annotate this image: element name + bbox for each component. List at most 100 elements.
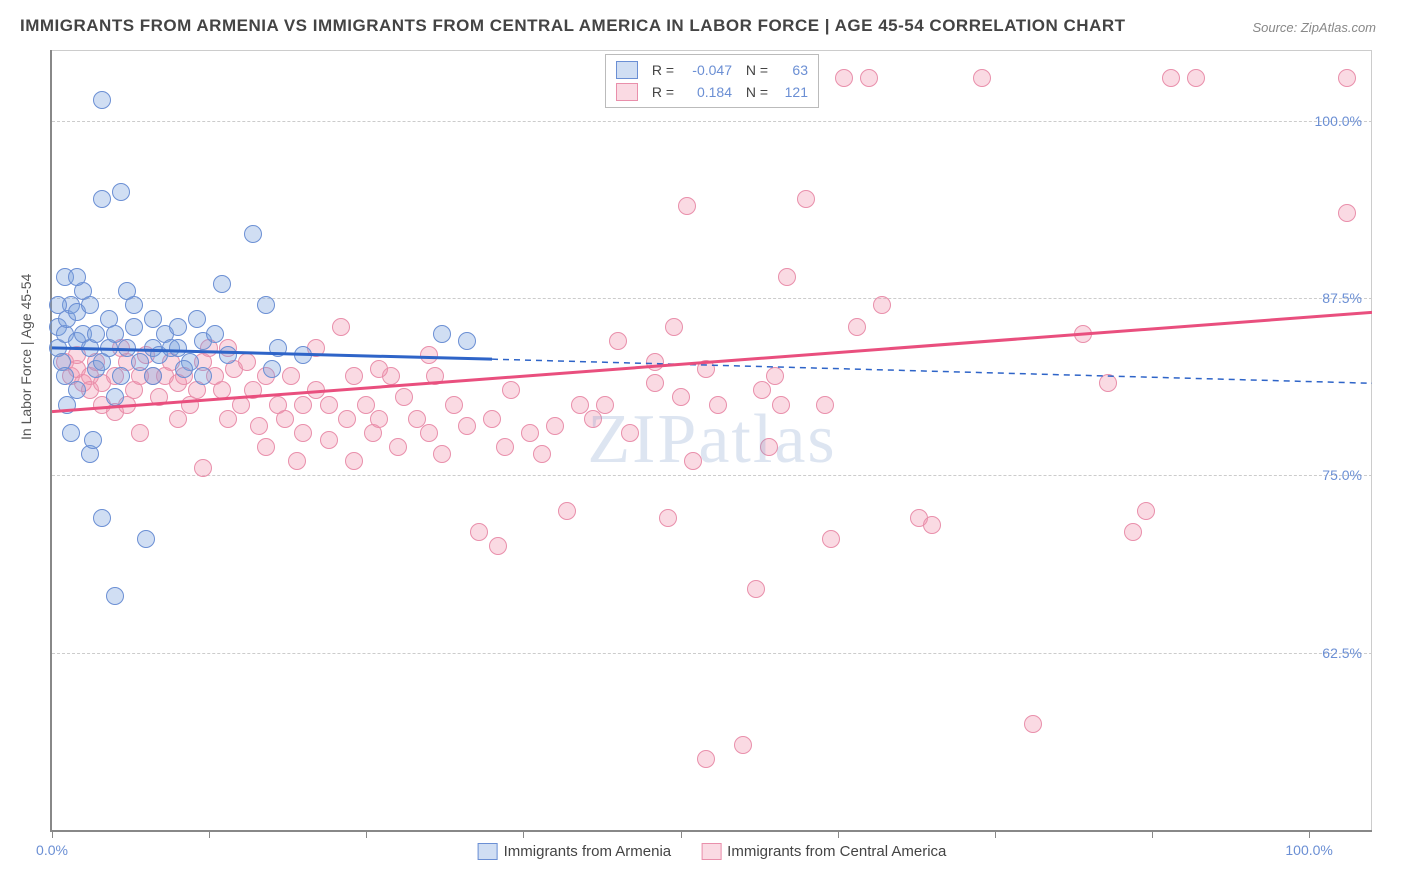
scatter-point xyxy=(502,381,520,399)
legend-item: Immigrants from Armenia xyxy=(478,843,672,860)
scatter-point xyxy=(150,388,168,406)
scatter-point xyxy=(1187,69,1205,87)
scatter-point xyxy=(294,424,312,442)
scatter-point xyxy=(320,431,338,449)
scatter-point xyxy=(332,318,350,336)
scatter-point xyxy=(137,530,155,548)
scatter-point xyxy=(521,424,539,442)
correlation-legend: R = -0.047 N = 63 R = 0.184 N = 121 xyxy=(605,54,819,108)
scatter-point xyxy=(445,396,463,414)
legend-n-label: N = xyxy=(738,84,768,100)
scatter-point xyxy=(338,410,356,428)
scatter-point xyxy=(1338,69,1356,87)
legend-series-name: Immigrants from Armenia xyxy=(504,843,672,860)
scatter-point xyxy=(389,438,407,456)
scatter-point xyxy=(112,183,130,201)
scatter-point xyxy=(483,410,501,428)
scatter-point xyxy=(766,367,784,385)
scatter-point xyxy=(797,190,815,208)
scatter-point xyxy=(175,360,193,378)
xtick xyxy=(52,830,53,838)
scatter-point xyxy=(470,523,488,541)
xtick-label: 0.0% xyxy=(36,842,68,858)
scatter-point xyxy=(860,69,878,87)
scatter-point xyxy=(1124,523,1142,541)
scatter-point xyxy=(848,318,866,336)
scatter-point xyxy=(973,69,991,87)
legend-item: Immigrants from Central America xyxy=(701,843,946,860)
scatter-point xyxy=(276,410,294,428)
scatter-point xyxy=(1338,204,1356,222)
scatter-point xyxy=(294,346,312,364)
scatter-point xyxy=(659,509,677,527)
scatter-point xyxy=(213,275,231,293)
legend-swatch xyxy=(616,83,638,101)
scatter-point xyxy=(93,91,111,109)
gridline-h xyxy=(52,298,1372,299)
scatter-point xyxy=(558,502,576,520)
scatter-point xyxy=(822,530,840,548)
scatter-point xyxy=(370,410,388,428)
scatter-point xyxy=(257,438,275,456)
xtick-label: 100.0% xyxy=(1285,842,1332,858)
scatter-point xyxy=(1137,502,1155,520)
series-legend: Immigrants from Armenia Immigrants from … xyxy=(478,843,947,860)
scatter-point xyxy=(81,296,99,314)
legend-n-value: 63 xyxy=(774,62,808,78)
scatter-point xyxy=(106,388,124,406)
scatter-point xyxy=(106,587,124,605)
legend-swatch xyxy=(701,843,721,860)
plot-top-border xyxy=(52,50,1372,51)
ytick-label: 87.5% xyxy=(1322,290,1362,306)
xtick xyxy=(681,830,682,838)
scatter-point xyxy=(420,424,438,442)
scatter-point xyxy=(257,296,275,314)
scatter-point xyxy=(93,190,111,208)
legend-row: R = 0.184 N = 121 xyxy=(616,81,808,103)
xtick xyxy=(1152,830,1153,838)
scatter-point xyxy=(772,396,790,414)
scatter-point xyxy=(213,381,231,399)
scatter-point xyxy=(1074,325,1092,343)
scatter-point xyxy=(835,69,853,87)
scatter-point xyxy=(131,424,149,442)
legend-r-label: R = xyxy=(644,84,674,100)
scatter-point xyxy=(288,452,306,470)
scatter-plot-area: ZIPatlas R = -0.047 N = 63 R = 0.184 N =… xyxy=(50,50,1372,832)
y-axis-label: In Labor Force | Age 45-54 xyxy=(18,274,34,440)
scatter-point xyxy=(269,339,287,357)
scatter-point xyxy=(672,388,690,406)
scatter-point xyxy=(68,381,86,399)
xtick xyxy=(523,830,524,838)
scatter-point xyxy=(263,360,281,378)
scatter-point xyxy=(232,396,250,414)
scatter-point xyxy=(816,396,834,414)
scatter-point xyxy=(1162,69,1180,87)
scatter-point xyxy=(118,282,136,300)
legend-n-value: 121 xyxy=(774,84,808,100)
scatter-point xyxy=(206,325,224,343)
scatter-point xyxy=(489,537,507,555)
scatter-point xyxy=(646,353,664,371)
scatter-point xyxy=(345,452,363,470)
scatter-point xyxy=(760,438,778,456)
scatter-point xyxy=(778,268,796,286)
xtick xyxy=(209,830,210,838)
scatter-point xyxy=(112,367,130,385)
scatter-point xyxy=(144,367,162,385)
plot-right-border xyxy=(1371,50,1372,830)
xtick xyxy=(995,830,996,838)
legend-n-label: N = xyxy=(738,62,768,78)
scatter-point xyxy=(194,367,212,385)
scatter-point xyxy=(395,388,413,406)
scatter-point xyxy=(62,424,80,442)
scatter-point xyxy=(188,310,206,328)
scatter-point xyxy=(709,396,727,414)
ytick-label: 62.5% xyxy=(1322,645,1362,661)
gridline-h xyxy=(52,653,1372,654)
scatter-point xyxy=(244,225,262,243)
scatter-point xyxy=(219,410,237,428)
scatter-point xyxy=(621,424,639,442)
scatter-point xyxy=(533,445,551,463)
scatter-point xyxy=(345,367,363,385)
